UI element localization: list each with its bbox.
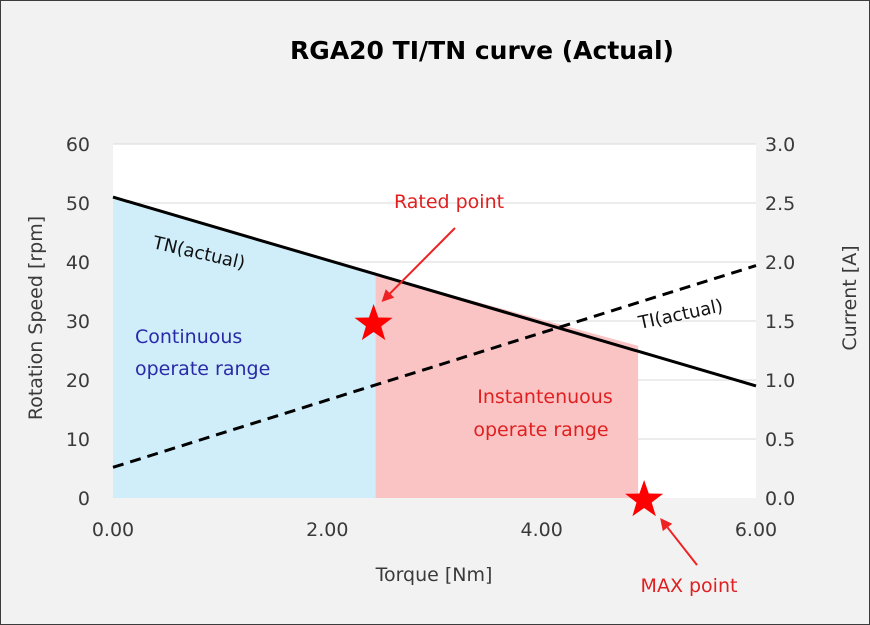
arrow-head — [660, 518, 673, 532]
continuous-range-label-line2: operate range — [135, 358, 270, 380]
rated-point-arrow — [381, 227, 456, 302]
rated-point-label: Rated point — [394, 191, 504, 213]
x-tick-label: 6.00 — [735, 519, 777, 541]
y-tick-label: 60 — [66, 134, 90, 156]
x-tick-label: 0.00 — [92, 519, 134, 541]
y-tick-label: 10 — [66, 429, 90, 451]
x-tick-label: 4.00 — [521, 519, 563, 541]
arrow-head — [381, 289, 395, 302]
arrow-shaft — [389, 227, 456, 295]
tick-labels: 0 10 20 30 40 50 60 0.0 0.5 1.0 1.5 2.0 2.5 3.0 0.00 2.… — [66, 134, 795, 541]
y-tick-label: 30 — [66, 311, 90, 333]
y2-tick-label: 1.0 — [765, 370, 795, 392]
y-tick-label: 20 — [66, 370, 90, 392]
max-point-star — [625, 480, 664, 517]
x-axis-label: Torque [Nm] — [375, 564, 493, 586]
instantaneous-range-label-line2: operate range — [473, 419, 608, 441]
x-tick-label: 2.00 — [306, 519, 348, 541]
instantaneous-range-label-line1: Instantenuous — [477, 386, 612, 408]
y2-tick-label: 3.0 — [765, 134, 795, 156]
instantaneous-range-region — [375, 274, 639, 498]
y2-tick-label: 2.5 — [765, 193, 795, 215]
y-tick-label: 40 — [66, 252, 90, 274]
continuous-range-region — [113, 197, 376, 498]
max-point-label: MAX point — [641, 575, 738, 597]
y2-tick-label: 2.0 — [765, 252, 795, 274]
regions — [113, 197, 639, 498]
y2-tick-label: 0.0 — [765, 488, 795, 510]
y-tick-label: 0 — [78, 488, 90, 510]
rated-point-star — [354, 304, 393, 341]
y2-axis-label: Current [A] — [839, 245, 861, 350]
series-lines — [112, 195, 757, 469]
y-tick-label: 50 — [66, 193, 90, 215]
max-point-arrow — [660, 518, 698, 566]
y2-tick-label: 1.5 — [765, 311, 795, 333]
ti-actual-line — [112, 264, 757, 469]
y-axis-label: Rotation Speed [rpm] — [25, 216, 47, 420]
continuous-range-label-line1: Continuous — [135, 326, 242, 348]
y2-tick-label: 0.5 — [765, 429, 795, 451]
arrow-shaft — [666, 526, 698, 566]
chart-title: RGA20 TI/TN curve (Actual) — [290, 36, 674, 65]
tn-actual-line — [112, 195, 757, 388]
